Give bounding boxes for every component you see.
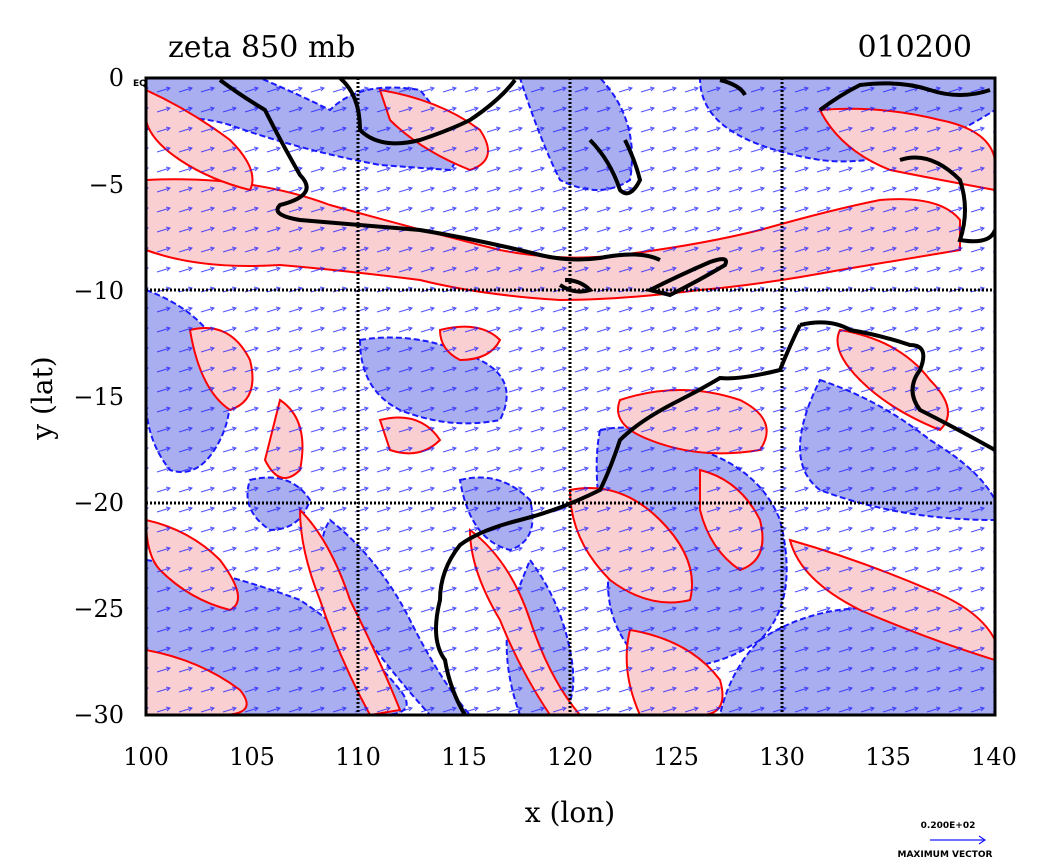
y-tick: 0 bbox=[109, 64, 124, 92]
y-axis-label: y (lat) bbox=[26, 356, 59, 440]
wind-vector-field bbox=[146, 78, 995, 715]
x-axis-label: x (lon) bbox=[525, 796, 615, 829]
y-tick-labels: 0 −5 −10 −15 −20 −25 −30 bbox=[73, 64, 124, 729]
y-tick: −15 bbox=[73, 383, 124, 411]
plot-frame bbox=[144, 76, 997, 717]
x-tick: 110 bbox=[335, 743, 381, 771]
reference-arrow-icon bbox=[930, 835, 987, 845]
coastlines bbox=[218, 78, 995, 715]
x-tick: 130 bbox=[759, 743, 805, 771]
x-tick: 115 bbox=[441, 743, 487, 771]
x-tick: 100 bbox=[123, 743, 169, 771]
x-tick: 120 bbox=[547, 743, 593, 771]
graticule bbox=[146, 78, 995, 715]
y-tick: −10 bbox=[73, 277, 124, 305]
y-tick: −30 bbox=[73, 701, 124, 729]
vector-legend-label: MAXIMUM VECTOR bbox=[897, 850, 992, 860]
x-tick: 135 bbox=[865, 743, 911, 771]
vector-legend: 0.200E+02 MAXIMUM VECTOR bbox=[897, 821, 992, 860]
y-tick: −5 bbox=[89, 171, 124, 199]
equator-label: EQ bbox=[133, 79, 147, 89]
x-tick-labels: 100 105 110 115 120 125 130 135 140 bbox=[123, 743, 1017, 771]
y-tick: −20 bbox=[73, 489, 124, 517]
x-tick: 105 bbox=[229, 743, 275, 771]
y-tick: −25 bbox=[73, 595, 124, 623]
x-tick: 125 bbox=[653, 743, 699, 771]
vector-legend-value: 0.200E+02 bbox=[921, 821, 976, 831]
x-tick: 140 bbox=[971, 743, 1017, 771]
chart-title: zeta 850 mb bbox=[168, 30, 356, 65]
time-label: 010200 bbox=[857, 30, 972, 65]
plot-area bbox=[144, 76, 997, 717]
